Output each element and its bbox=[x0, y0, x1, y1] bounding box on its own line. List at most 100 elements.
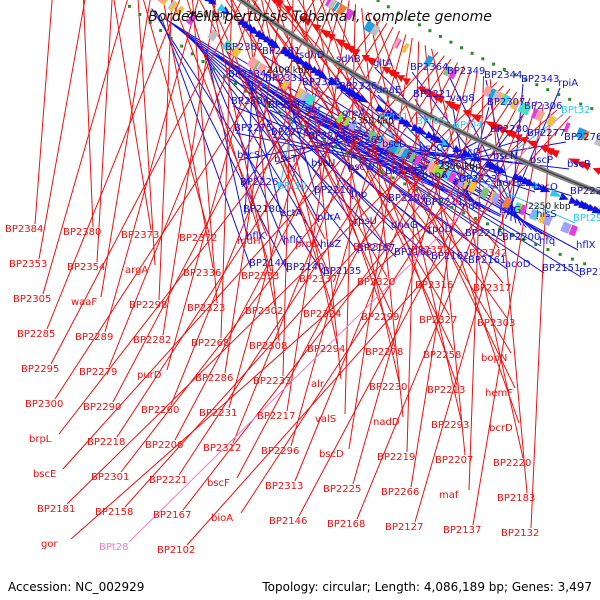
forward-gene-label: BP2216 bbox=[465, 228, 503, 239]
forward-gene-arrow bbox=[398, 116, 409, 125]
forward-gene-arrow bbox=[217, 3, 227, 13]
forward-gene-arrow bbox=[470, 153, 483, 162]
forward-gene-label: acoD bbox=[505, 259, 531, 270]
reverse-gene-label: BP2181 bbox=[37, 504, 75, 515]
label-connector bbox=[279, 0, 508, 319]
scale-dot bbox=[190, 52, 194, 56]
scale-dot bbox=[180, 44, 184, 48]
scale-dot bbox=[583, 262, 587, 266]
feature-block bbox=[335, 3, 348, 16]
scale-dot bbox=[558, 252, 562, 256]
scale-dot bbox=[438, 34, 442, 38]
feature-block bbox=[398, 146, 410, 160]
forward-gene-label: greA bbox=[342, 108, 365, 119]
reverse-gene-label: BP2355 bbox=[353, 242, 391, 253]
forward-gene-arrow bbox=[591, 205, 600, 214]
scale-dot bbox=[510, 232, 514, 236]
scale-dot bbox=[244, 89, 248, 93]
scale-dot bbox=[557, 93, 561, 97]
scale-dot bbox=[470, 51, 474, 55]
label-connector bbox=[108, 0, 257, 368]
label-connector bbox=[294, 65, 465, 482]
reverse-gene-label: argA bbox=[125, 265, 148, 276]
reverse-gene-label: BP2231 bbox=[199, 408, 237, 419]
reverse-gene-label: BP2207 bbox=[435, 455, 473, 466]
reverse-gene-arrow bbox=[469, 113, 482, 123]
forward-gene-label: rpsU bbox=[354, 216, 377, 227]
forward-gene-label: BPt32 bbox=[561, 105, 591, 116]
forward-gene-arrow bbox=[558, 192, 569, 200]
forward-gene-label: BPt31 bbox=[379, 112, 409, 123]
forward-gene-arrow bbox=[237, 17, 247, 26]
label-connector bbox=[361, 8, 404, 418]
label-connector bbox=[120, 55, 445, 473]
forward-gene-arrow bbox=[336, 81, 345, 89]
reverse-gene-label: BP2324 bbox=[303, 309, 341, 320]
label-connector bbox=[251, 0, 442, 246]
label-connector bbox=[257, 83, 576, 224]
label-connector bbox=[252, 0, 446, 281]
reverse-gene-label: BP2183 bbox=[497, 493, 535, 504]
forward-gene-arrow bbox=[254, 29, 266, 40]
forward-gene-label: purA bbox=[317, 212, 341, 223]
feature-block bbox=[342, 116, 351, 127]
forward-gene-label: bscT bbox=[274, 154, 298, 165]
forward-gene-arrow bbox=[429, 133, 439, 141]
label-connector bbox=[230, 0, 334, 310]
forward-gene-arrow bbox=[434, 135, 444, 143]
label-connector bbox=[124, 85, 504, 508]
feature-block bbox=[157, 0, 164, 4]
forward-gene-label: BP2187 bbox=[357, 243, 395, 254]
reverse-gene-label: BP2167 bbox=[153, 510, 191, 521]
reverse-gene-label: BP2336 bbox=[183, 268, 221, 279]
reverse-gene-label: waaF bbox=[71, 297, 97, 308]
forward-gene-label: BP2200 bbox=[502, 232, 540, 243]
reverse-gene-label: BP2219 bbox=[377, 452, 415, 463]
scale-label: 2300 kbp bbox=[438, 162, 481, 172]
reverse-gene-label: BP2300 bbox=[25, 399, 63, 410]
forward-gene-label: bcrH2 bbox=[496, 178, 526, 189]
feature-block bbox=[518, 204, 528, 216]
forward-gene-arrow bbox=[357, 94, 369, 103]
forward-gene-label: hisS bbox=[536, 209, 557, 220]
reverse-gene-arrow bbox=[341, 42, 351, 51]
feature-block bbox=[401, 42, 410, 54]
forward-gene-label: ispG bbox=[499, 205, 521, 216]
feature-block bbox=[392, 37, 401, 49]
feature-block bbox=[542, 214, 553, 227]
scale-dot bbox=[428, 29, 432, 33]
reverse-gene-arrow bbox=[503, 129, 513, 138]
reverse-gene-arrow bbox=[592, 167, 600, 176]
forward-gene-label: BP2344 bbox=[484, 70, 522, 81]
feature-block bbox=[500, 94, 511, 106]
scale-dot bbox=[368, 164, 372, 168]
forward-gene-label: BP2334 bbox=[228, 69, 266, 80]
feature-block bbox=[491, 192, 501, 204]
forward-gene-label: sdhD bbox=[299, 50, 325, 61]
scale-dot bbox=[148, 21, 152, 25]
reverse-gene-label: BP2286 bbox=[195, 373, 233, 384]
forward-gene-label: BP2269 bbox=[345, 135, 383, 146]
genome-backbone bbox=[236, 0, 600, 196]
reverse-gene-arrow bbox=[334, 38, 346, 48]
reverse-gene-label: BP2333 bbox=[241, 271, 279, 282]
scale-dot bbox=[386, 5, 390, 9]
scale-label: 2350 kbp bbox=[351, 116, 394, 126]
forward-gene-arrow bbox=[578, 200, 591, 209]
forward-gene-arrow bbox=[424, 130, 436, 139]
label-connector bbox=[240, 91, 518, 514]
label-connector bbox=[162, 0, 214, 269]
forward-gene-label: BP2364 bbox=[410, 62, 448, 73]
feature-block bbox=[280, 78, 291, 91]
forward-gene-arrow bbox=[573, 198, 583, 206]
label-connector bbox=[348, 37, 413, 450]
forward-gene-label: BPr30 bbox=[277, 181, 307, 192]
label-connector bbox=[116, 23, 388, 438]
reverse-gene-label: BP2258 bbox=[423, 350, 461, 361]
reverse-gene-arrow bbox=[512, 134, 523, 142]
reverse-gene-label: BP2337 bbox=[299, 274, 337, 285]
forward-gene-arrow bbox=[460, 148, 474, 158]
reverse-gene-label: purD bbox=[137, 370, 162, 381]
label-connector bbox=[143, 0, 210, 234]
reverse-gene-arrow bbox=[401, 78, 411, 86]
